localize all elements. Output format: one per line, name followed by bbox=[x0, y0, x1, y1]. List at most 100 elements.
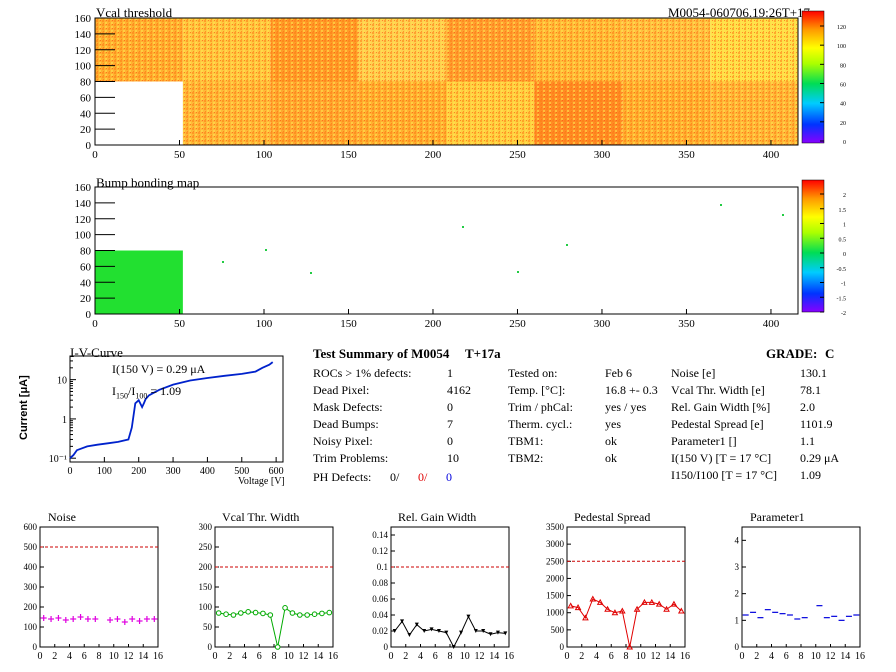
color-scale-label: 80 bbox=[840, 63, 846, 69]
summary-col1-value: 4162 bbox=[447, 383, 471, 397]
vcal-roc-texture bbox=[358, 18, 447, 82]
map-y-tick-label: 20 bbox=[80, 124, 92, 136]
small-y-tick-label: 0.1 bbox=[377, 562, 388, 572]
data-point bbox=[459, 630, 464, 635]
small-x-tick-label: 4 bbox=[769, 651, 774, 662]
iv-frame bbox=[69, 355, 284, 463]
small-y-tick-label: 0 bbox=[208, 642, 213, 652]
summary-col2-label: Tested on: bbox=[508, 366, 558, 380]
small-y-tick-label: 2000 bbox=[546, 573, 565, 583]
color-scale-label: -1 bbox=[841, 282, 846, 288]
map-y-tick-label: 60 bbox=[80, 261, 92, 273]
bump-defect-point bbox=[310, 272, 312, 274]
vcal-roc-texture bbox=[182, 81, 271, 145]
ph-defects-label: PH Defects: bbox=[313, 470, 372, 484]
summary-col2-label: Therm. cycl.: bbox=[508, 417, 573, 431]
summary-col1-value: 10 bbox=[447, 451, 459, 465]
summary-col2-value: ok bbox=[605, 451, 617, 465]
map-y-tick-label: 0 bbox=[86, 140, 92, 152]
small-x-tick-label: 8 bbox=[272, 651, 277, 662]
data-point bbox=[451, 645, 456, 649]
summary-col1-label: Mask Defects: bbox=[313, 400, 383, 414]
small-y-tick-label: 3500 bbox=[546, 522, 565, 532]
map-x-tick-label: 100 bbox=[256, 318, 273, 330]
module-id: M0054-060706.19:26T+17a bbox=[668, 5, 816, 20]
small-y-tick-label: 200 bbox=[24, 602, 38, 612]
data-point bbox=[267, 612, 274, 618]
small-x-tick-label: 12 bbox=[826, 651, 836, 662]
grade-label: GRADE: bbox=[766, 346, 818, 361]
data-point bbox=[633, 605, 641, 612]
bump-defect-point bbox=[265, 249, 267, 251]
color-scale-label: -1.5 bbox=[837, 296, 847, 302]
bump-defect-point bbox=[222, 261, 224, 263]
small-plot-title: Vcal Thr. Width bbox=[222, 510, 300, 524]
data-point bbox=[611, 609, 619, 616]
small-x-tick-label: 12 bbox=[124, 651, 134, 662]
data-point bbox=[604, 605, 611, 612]
summary-col3-label: Rel. Gain Width [%] bbox=[671, 400, 771, 414]
summary-col3-label: I(150 V) [T = 17 °C] bbox=[671, 451, 772, 465]
map-y-tick-label: 40 bbox=[80, 108, 92, 120]
small-x-tick-label: 16 bbox=[855, 651, 865, 662]
data-point bbox=[503, 631, 508, 636]
iv-y-tick-label: 1 bbox=[62, 415, 67, 426]
data-point bbox=[436, 629, 441, 633]
map-x-tick-label: 200 bbox=[425, 318, 442, 330]
map-x-tick-label: 0 bbox=[92, 318, 98, 330]
map-y-tick-label: 100 bbox=[75, 61, 92, 73]
color-scale-label: 1.5 bbox=[839, 208, 847, 214]
small-x-tick-label: 2 bbox=[52, 651, 57, 662]
data-point bbox=[230, 612, 237, 618]
color-scale-label: 100 bbox=[837, 44, 846, 50]
color-scale-label: 0.5 bbox=[839, 237, 847, 243]
small-x-tick-label: 12 bbox=[651, 651, 661, 662]
small-x-tick-label: 6 bbox=[257, 651, 262, 662]
map-y-tick-label: 160 bbox=[75, 182, 92, 194]
color-scale-label: 0 bbox=[843, 252, 846, 258]
iv-ylabel: Current [μA] bbox=[18, 375, 30, 440]
series-line bbox=[570, 598, 682, 648]
bump-defect-point bbox=[720, 204, 722, 206]
data-point bbox=[414, 622, 419, 627]
color-scale-label: -0.5 bbox=[837, 267, 847, 273]
iv-y-tick-label: 10⁻¹ bbox=[49, 454, 67, 465]
summary-col3-label: Pedestal Spread [e] bbox=[671, 417, 764, 431]
small-x-tick-label: 8 bbox=[624, 651, 629, 662]
data-point bbox=[481, 629, 486, 633]
bump-defect-point bbox=[782, 214, 784, 216]
iv-x-tick-label: 300 bbox=[166, 466, 181, 477]
data-point bbox=[677, 607, 685, 614]
iv-annotation-current: I(150 V) = 0.29 μA bbox=[112, 362, 206, 376]
summary-col2-label: Temp. [°C]: bbox=[508, 383, 566, 397]
ph-defects-1: 0/ bbox=[390, 470, 400, 484]
map-y-tick-label: 140 bbox=[75, 198, 92, 210]
map-x-tick-label: 150 bbox=[340, 149, 357, 161]
summary-col1-label: Dead Pixel: bbox=[313, 383, 370, 397]
iv-y-tick-label: 10 bbox=[57, 376, 67, 387]
small-plot-frame bbox=[390, 526, 510, 648]
data-point bbox=[282, 605, 288, 611]
data-point bbox=[311, 611, 318, 618]
data-point bbox=[618, 607, 626, 614]
small-y-tick-label: 300 bbox=[24, 582, 38, 592]
data-point bbox=[289, 610, 296, 616]
small-plot-title: Noise bbox=[48, 510, 76, 524]
small-y-tick-label: 200 bbox=[199, 562, 213, 572]
small-x-tick-label: 2 bbox=[403, 651, 408, 662]
map-x-tick-label: 400 bbox=[763, 318, 780, 330]
small-y-tick-label: 50 bbox=[203, 622, 213, 632]
vcal-roc-texture bbox=[446, 18, 535, 82]
small-y-tick-label: 500 bbox=[24, 542, 38, 552]
summary-col1-label: Dead Bumps: bbox=[313, 417, 379, 431]
small-x-tick-label: 12 bbox=[299, 651, 309, 662]
vcal-roc-texture bbox=[270, 81, 359, 145]
summary-col3-value: 1.1 bbox=[800, 434, 815, 448]
small-plot-title: Pedestal Spread bbox=[574, 510, 651, 524]
small-x-tick-label: 16 bbox=[504, 651, 514, 662]
small-y-tick-label: 600 bbox=[24, 522, 38, 532]
map-x-tick-label: 200 bbox=[425, 149, 442, 161]
summary-col1-label: ROCs > 1% defects: bbox=[313, 366, 412, 380]
small-y-tick-label: 0.02 bbox=[372, 626, 388, 636]
